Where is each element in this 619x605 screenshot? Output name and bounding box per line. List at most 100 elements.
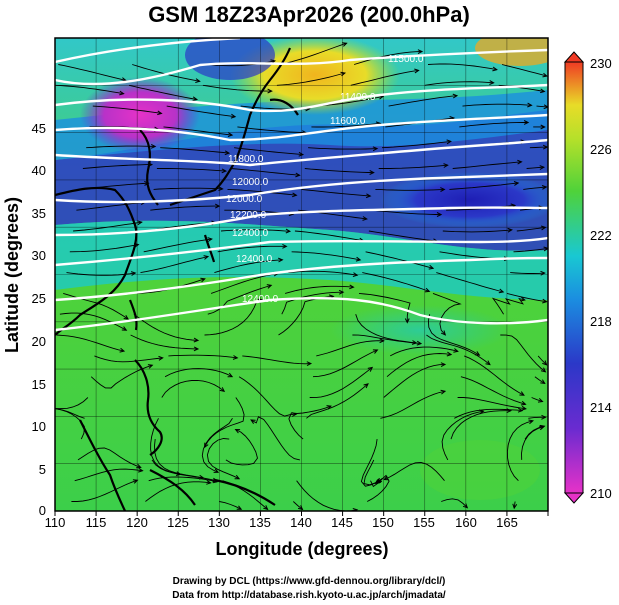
streamline-arrow [542, 72, 548, 78]
streamline [427, 63, 497, 71]
streamline-arrow [362, 216, 368, 221]
streamline-arrow [523, 120, 530, 125]
streamline [292, 501, 303, 510]
streamline-arrow [440, 187, 446, 192]
height-contours [55, 38, 548, 332]
streamline-arrow [203, 255, 210, 260]
x-tick-label: 150 [372, 515, 394, 530]
streamline-arrow [541, 414, 547, 420]
streamline-arrow [291, 412, 298, 417]
colorbar-tick-label: 222 [590, 228, 612, 243]
streamline-arrow [520, 400, 527, 406]
streamline-arrow [513, 181, 520, 186]
streamline-arrow [367, 366, 374, 372]
streamline-arrow [123, 314, 130, 320]
streamline-arrow [250, 419, 256, 424]
streamline [355, 314, 417, 344]
streamline-arrow [285, 228, 292, 234]
coast-korea [139, 129, 159, 206]
contour-line [55, 256, 548, 302]
colorbar-tick-label: 230 [590, 56, 612, 71]
streamline-arrow [306, 361, 313, 367]
streamline [227, 188, 297, 196]
streamline-arrow [540, 379, 546, 385]
contour-label: 12000.0 [226, 194, 263, 205]
streamline [201, 418, 233, 473]
streamline [442, 229, 512, 233]
x-tick-label: 140 [290, 515, 312, 530]
streamline-arrow [291, 192, 298, 198]
streamline [234, 147, 303, 156]
streamline [506, 420, 534, 482]
streamline-arrow [213, 468, 220, 473]
coast-china [55, 186, 138, 336]
streamline [368, 230, 438, 242]
streamline [77, 447, 141, 468]
streamline [242, 355, 311, 365]
streamline [76, 201, 146, 211]
coast-japan [169, 47, 292, 207]
contour-line [55, 236, 548, 267]
streamline [225, 429, 258, 466]
streamline [164, 368, 233, 378]
streamline [536, 105, 548, 108]
x-tick-marks [54, 511, 549, 516]
x-tick-label: 130 [208, 515, 230, 530]
streamline [462, 103, 532, 107]
streamline-arrow [221, 168, 228, 174]
streamline [291, 251, 361, 261]
streamline-arrow [542, 144, 548, 150]
streamline-arrow [537, 398, 544, 403]
x-tick-label: 125 [167, 515, 189, 530]
streamline [150, 205, 220, 211]
streamline [534, 376, 545, 384]
streamline [150, 418, 181, 475]
streamline [380, 390, 446, 419]
streamline-arrow [219, 387, 226, 392]
streamline [55, 408, 85, 419]
streamline [204, 397, 245, 448]
contour-label: 11400.0 [340, 92, 376, 103]
streamline-arrow [32, 405, 36, 409]
contour-line [55, 83, 548, 113]
streamline [140, 256, 209, 274]
streamline [250, 416, 301, 461]
streamline [133, 313, 199, 341]
streamline-arrow [227, 372, 234, 378]
streamline [424, 81, 494, 86]
streamline-arrow [372, 349, 379, 354]
streamline-arrow [452, 93, 459, 99]
streamline-arrow [521, 405, 527, 411]
contour-label: 12400.0 [232, 228, 269, 239]
streamline [378, 164, 448, 169]
streamline [220, 229, 290, 232]
contour-line [55, 113, 548, 142]
streamline [214, 259, 283, 274]
streamline-arrow [539, 424, 546, 430]
streamline-arrow [192, 96, 199, 102]
streamline-arrow [206, 479, 212, 485]
streamline-arrow [474, 351, 481, 356]
streamline-arrow [492, 66, 498, 72]
streamline-arrow [227, 132, 234, 137]
streamline-arrow [200, 277, 206, 283]
streamline [311, 122, 381, 128]
streamline-arrow [414, 68, 420, 74]
streamline-arrow [21, 404, 25, 408]
streamline-arrow [512, 503, 518, 510]
streamline [288, 270, 358, 276]
streamline [168, 354, 238, 359]
streamline [516, 226, 546, 232]
streamline [284, 285, 354, 294]
streamline [384, 462, 445, 481]
streamline-arrow [193, 337, 200, 343]
streamline [316, 340, 384, 357]
y-tick-label: 30 [32, 248, 46, 263]
streamline [59, 312, 127, 331]
colorbar-tick-label: 214 [590, 400, 612, 415]
streamline [353, 51, 423, 65]
contour-label: 12400.0 [236, 254, 273, 265]
coast-newguinea [214, 478, 276, 506]
streamline [432, 292, 462, 336]
streamline-arrow [207, 237, 213, 242]
